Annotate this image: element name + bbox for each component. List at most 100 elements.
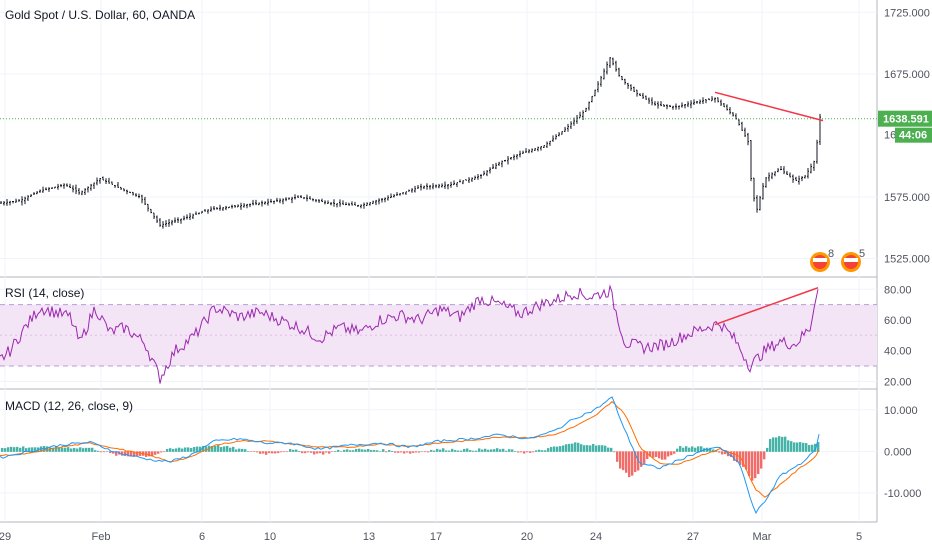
macd-histogram-bar xyxy=(160,451,163,453)
macd-histogram-bar xyxy=(568,443,571,452)
macd-histogram-bar xyxy=(418,451,421,453)
macd-histogram-bar xyxy=(523,451,526,454)
macd-histogram-bar xyxy=(229,447,232,452)
macd-histogram-bar xyxy=(112,451,115,454)
macd-histogram-bar xyxy=(490,449,493,452)
macd-histogram-bar xyxy=(400,451,403,453)
macd-histogram-bar xyxy=(382,449,385,452)
macd-histogram-bar xyxy=(577,442,580,452)
macd-histogram-bar xyxy=(439,449,442,452)
macd-histogram-bar xyxy=(685,446,688,452)
macd-histogram-bar xyxy=(556,446,559,452)
macd-histogram-bar xyxy=(634,451,637,472)
macd-histogram-bar xyxy=(214,445,217,452)
macd-histogram-bar xyxy=(100,451,103,453)
macd-histogram-bar xyxy=(34,447,37,452)
macd-histogram-bar xyxy=(559,446,562,452)
rsi-tick-label: 60.00 xyxy=(884,315,912,327)
macd-histogram-bar xyxy=(472,450,475,452)
macd-histogram-bar xyxy=(757,451,760,475)
axes: 29 Feb 6 10 13 17 20 24 27 Mar 5 1725.000 1675.000 15… xyxy=(0,7,932,543)
macd-histogram-bar xyxy=(205,446,208,452)
macd-histogram-bar xyxy=(226,445,229,452)
macd-histogram-bar xyxy=(238,448,241,452)
rsi-panel[interactable] xyxy=(0,284,877,384)
macd-histogram-bar xyxy=(457,450,460,452)
macd-histogram-bar xyxy=(235,449,238,452)
macd-histogram-bar xyxy=(109,451,112,454)
macd-histogram-bar xyxy=(526,451,529,453)
macd-histogram-bar xyxy=(85,447,88,452)
macd-histogram-bar xyxy=(598,445,601,452)
macd-histogram-bar xyxy=(448,450,451,452)
macd-histogram-bar xyxy=(709,447,712,452)
macd-histogram-bar xyxy=(508,449,511,452)
macd-histogram-bar xyxy=(250,451,253,452)
macd-histogram-bar xyxy=(169,448,172,452)
macd-histogram-bar xyxy=(760,451,763,469)
macd-histogram-bar xyxy=(493,449,496,452)
macd-histogram-bar xyxy=(79,447,82,452)
current-price-tag xyxy=(878,110,932,127)
macd-histogram-bar xyxy=(157,451,160,454)
macd-histogram-bar xyxy=(388,450,391,452)
macd-histogram-bar xyxy=(301,451,304,454)
macd-histogram-bar xyxy=(496,448,499,452)
macd-histogram-bar xyxy=(64,447,67,452)
macd-histogram-bar xyxy=(181,448,184,452)
macd-histogram-bar xyxy=(628,451,631,478)
macd-histogram-bar xyxy=(775,437,778,452)
macd-histogram-bar xyxy=(619,451,622,469)
price-trendline xyxy=(714,91,824,122)
macd-histogram-bar xyxy=(424,451,427,453)
time-tick-label: 6 xyxy=(199,531,205,543)
macd-histogram-bar xyxy=(730,451,733,458)
macd-histogram-bar xyxy=(199,446,202,452)
macd-histogram-bar xyxy=(469,450,472,452)
macd-histogram-bar xyxy=(349,450,352,452)
macd-histogram-bar xyxy=(115,451,118,456)
macd-histogram-bar xyxy=(817,442,820,452)
macd-histogram-bar xyxy=(511,449,514,452)
macd-histogram-bar xyxy=(295,449,298,452)
macd-histogram-bar xyxy=(319,451,322,454)
time-tick-label: 10 xyxy=(264,531,276,543)
macd-histogram-bar xyxy=(631,451,634,476)
price-tick-label: 1725.000 xyxy=(884,7,930,19)
chart-area[interactable] xyxy=(0,0,877,522)
macd-histogram-bar xyxy=(340,451,343,452)
macd-histogram-bar xyxy=(436,448,439,452)
macd-histogram-bar xyxy=(49,447,52,452)
macd-histogram-bar xyxy=(7,447,10,452)
macd-histogram-bar xyxy=(589,445,592,452)
macd-histogram-bar xyxy=(94,450,97,452)
macd-histogram-bar xyxy=(22,446,25,452)
macd-histogram-bar xyxy=(787,440,790,452)
macd-histogram-bar xyxy=(658,451,661,459)
macd-histogram-bar xyxy=(769,438,772,452)
macd-tick-label: 0.000 xyxy=(884,446,912,458)
macd-histogram-bar xyxy=(289,449,292,452)
macd-histogram-bar xyxy=(346,449,349,452)
macd-histogram-bar xyxy=(343,449,346,452)
macd-histogram-bar xyxy=(379,451,382,452)
rsi-tick-label: 40.00 xyxy=(884,346,912,358)
macd-histogram-bar xyxy=(196,446,199,452)
macd-panel[interactable] xyxy=(0,396,820,515)
macd-histogram-bar xyxy=(277,451,280,454)
price-tick-label: 1575.000 xyxy=(884,192,930,204)
macd-histogram-bar xyxy=(547,448,550,452)
macd-histogram-bar xyxy=(475,450,478,452)
macd-title: MACD (12, 26, close, 9) xyxy=(5,399,133,413)
macd-histogram-bar xyxy=(367,449,370,452)
macd-histogram-bar xyxy=(517,451,520,453)
macd-histogram-bar xyxy=(478,448,481,452)
macd-histogram-bar xyxy=(550,447,553,452)
macd-histogram-bar xyxy=(127,451,130,457)
macd-histogram-bar xyxy=(307,451,310,453)
time-tick-label: 20 xyxy=(521,531,533,543)
macd-histogram-bar xyxy=(406,451,409,453)
macd-histogram-bar xyxy=(271,451,274,454)
